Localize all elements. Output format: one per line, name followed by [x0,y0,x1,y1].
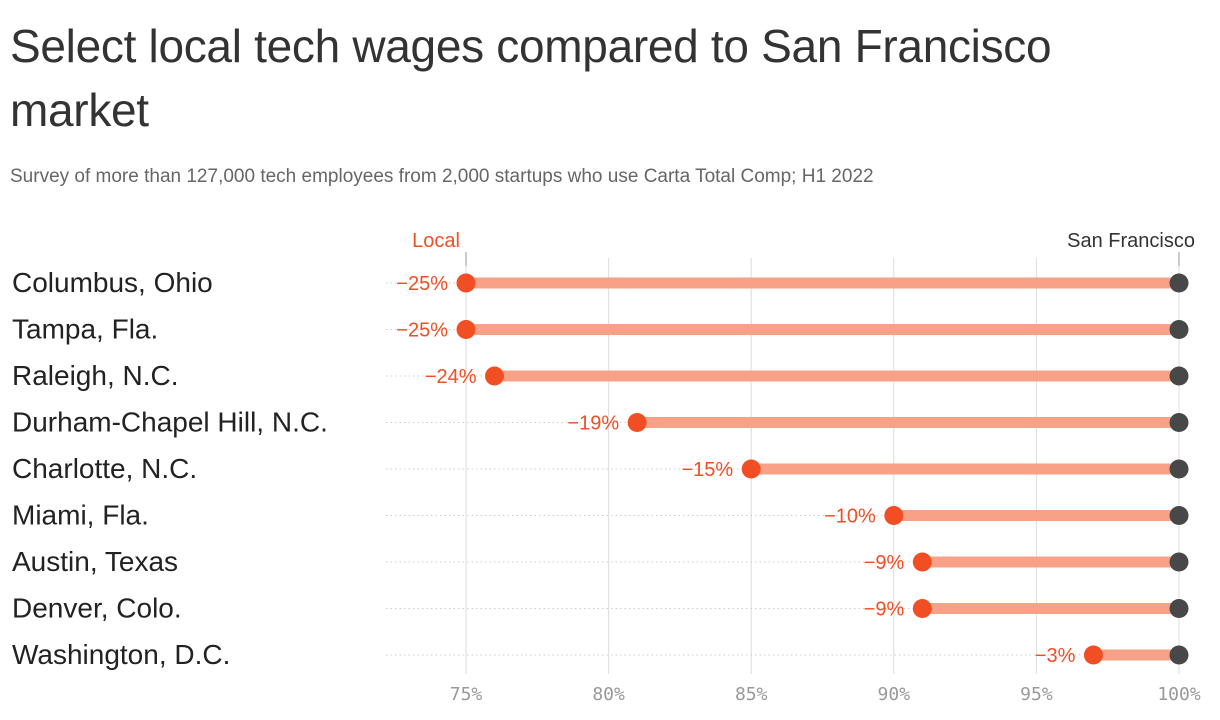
local-dot [741,459,761,479]
sf-dot [1169,645,1189,665]
labels: Columbus, Ohio −25% Tampa, Fla. −25% Raleigh… [12,267,1076,670]
x-tick-label: 85% [735,684,768,705]
category-label: Raleigh, N.C. [12,360,179,391]
value-label: −25% [396,320,448,342]
value-label: −9% [864,599,905,621]
sf-dot [1169,599,1189,618]
sf-dot [1169,459,1189,479]
category-label: Miami, Fla. [12,500,149,531]
sf-dot [1169,552,1189,572]
category-label: Tampa, Fla. [12,314,158,345]
value-label: −3% [1035,645,1076,667]
x-axis: 75% 80% 85% 90% 95% 100% [450,684,1201,705]
chart-title: Select local tech wages compared to San … [10,20,1052,136]
local-dot [456,273,476,293]
legend-sf-label: San Francisco [1067,230,1195,252]
category-label: Washington, D.C. [12,639,230,670]
local-dot [485,366,505,386]
dots [456,273,1189,665]
value-label: −25% [396,273,448,295]
category-label: Austin, Texas [12,546,178,577]
value-label: −15% [681,459,733,481]
local-dot [456,320,476,339]
sf-dot [1169,320,1189,339]
legend: Local San Francisco [412,230,1195,266]
x-tick-label: 100% [1157,684,1201,705]
legend-local-label: Local [412,230,460,252]
x-tick-label: 95% [1020,684,1053,705]
category-label: Denver, Colo. [12,593,182,624]
local-dot [627,413,647,432]
value-label: −24% [425,366,477,388]
x-tick-label: 80% [592,684,625,705]
local-dot [1083,645,1103,665]
local-dot [912,599,932,618]
category-label: Charlotte, N.C. [12,453,197,484]
local-dot [884,506,904,525]
value-label: −19% [567,413,619,435]
category-label: Durham-Chapel Hill, N.C. [12,407,328,438]
sf-dot [1169,413,1189,432]
chart-subtitle: Survey of more than 127,000 tech employe… [10,166,874,187]
sf-dot [1169,366,1189,386]
local-dot [912,552,932,572]
bars [466,277,1179,661]
value-label: −9% [864,552,905,574]
category-label: Columbus, Ohio [12,267,213,298]
sf-dot [1169,506,1189,525]
x-tick-label: 75% [450,684,483,705]
sf-dot [1169,273,1189,293]
value-label: −10% [824,506,876,528]
x-tick-label: 90% [878,684,911,705]
